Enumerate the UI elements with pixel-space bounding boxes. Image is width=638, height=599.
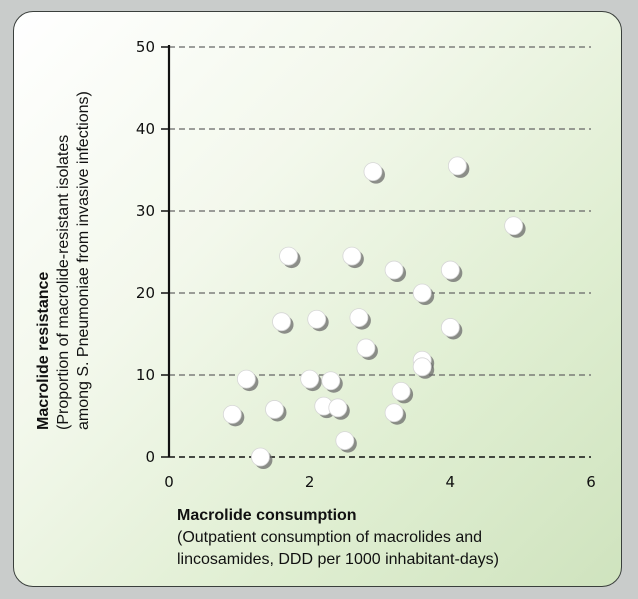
- data-point-marker: [440, 318, 460, 337]
- data-point-marker: [251, 447, 270, 467]
- data-point: [384, 403, 407, 425]
- data-point: [384, 260, 407, 283]
- data-point: [447, 156, 470, 178]
- data-point-marker: [356, 338, 376, 358]
- data-point-marker: [349, 308, 369, 328]
- data-point: [440, 318, 463, 340]
- x-axis-subtitle-line-2: lincosamides, DDD per 1000 inhabitant-da…: [177, 551, 499, 568]
- x-tick-label: 4: [446, 473, 456, 491]
- data-point-marker: [328, 398, 348, 418]
- data-point-marker: [440, 260, 460, 280]
- x-axis-title: Macrolide consumption: [177, 507, 357, 524]
- data-point: [300, 369, 322, 392]
- y-tick-label: 30: [136, 202, 155, 220]
- tick-labels: 0 10 20 30 40 50 0 2 4 6: [136, 38, 596, 491]
- data-point: [307, 309, 329, 332]
- scatter-chart: 0 10 20 30 40 50 0 2 4 6 Macrolide resistance (Pr…: [35, 38, 596, 491]
- data-point: [356, 338, 378, 360]
- x-tick-label: 0: [164, 473, 174, 491]
- data-point: [342, 246, 364, 269]
- y-tick-label: 0: [145, 448, 155, 466]
- data-point-marker: [363, 162, 383, 182]
- y-axis-subtitle-line-2: among S. Pneumoniae from invasive infect…: [75, 91, 92, 430]
- data-point: [504, 216, 526, 238]
- data-point-marker: [307, 309, 327, 329]
- data-point-marker: [412, 357, 432, 377]
- data-point: [349, 308, 371, 330]
- data-point-marker: [321, 371, 341, 391]
- data-point: [363, 162, 385, 184]
- axis-layer: [161, 45, 591, 458]
- data-point: [412, 357, 435, 379]
- data-point-marker: [447, 156, 467, 176]
- data-point-marker: [236, 369, 256, 389]
- data-point-marker: [412, 283, 432, 303]
- data-point: [236, 369, 259, 392]
- grid-layer: [169, 46, 591, 376]
- data-point: [279, 246, 301, 269]
- y-tick-label: 50: [136, 38, 155, 56]
- data-point: [265, 400, 287, 422]
- data-point-marker: [504, 216, 524, 236]
- data-point-marker: [300, 369, 320, 389]
- y-axis-label: Macrolide resistance (Proportion of macr…: [35, 91, 92, 430]
- data-point: [412, 283, 435, 305]
- x-axis-label: Macrolide consumption (Outpatient consum…: [177, 505, 617, 571]
- data-point: [222, 404, 245, 427]
- data-point-marker: [384, 260, 404, 280]
- data-point: [391, 381, 414, 404]
- data-point-marker: [342, 246, 362, 266]
- data-point-marker: [391, 381, 411, 401]
- y-axis-subtitle-line-1: (Proportion of macrolide-resistant isola…: [55, 135, 72, 430]
- y-tick-label: 10: [136, 366, 155, 384]
- data-point: [321, 371, 343, 393]
- chart-panel: 0 10 20 30 40 50 0 2 4 6 Macrolide resistance (Pr…: [13, 11, 622, 587]
- data-point-marker: [335, 431, 355, 451]
- y-axis-title: Macrolide resistance: [35, 272, 52, 430]
- x-tick-label: 2: [305, 473, 315, 491]
- data-point: [272, 312, 294, 334]
- data-point-marker: [272, 312, 291, 332]
- data-point: [251, 447, 273, 469]
- y-tick-label: 20: [136, 284, 155, 302]
- data-point-marker: [222, 404, 242, 424]
- data-point-marker: [265, 400, 284, 419]
- x-tick-label: 6: [586, 473, 596, 491]
- data-point: [328, 398, 350, 420]
- data-point-marker: [384, 403, 404, 423]
- data-points: [222, 156, 526, 469]
- y-tick-label: 40: [136, 120, 155, 138]
- x-axis-subtitle-line-1: (Outpatient consumption of macrolides an…: [177, 529, 483, 546]
- data-point: [335, 431, 357, 453]
- data-point-marker: [279, 246, 298, 266]
- data-point: [440, 260, 463, 283]
